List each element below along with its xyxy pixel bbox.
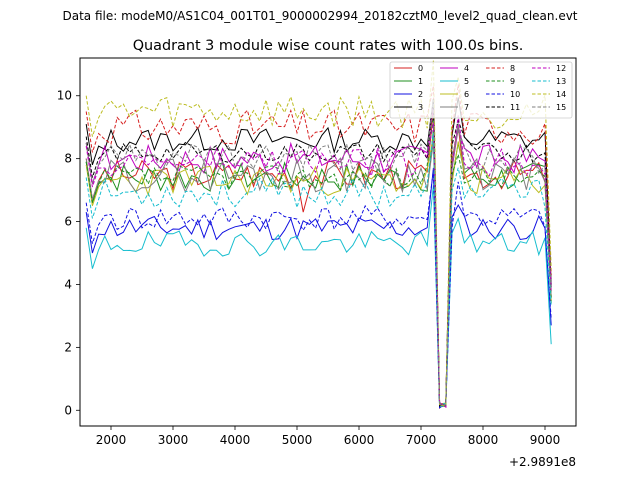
legend-label-10: 10 (510, 90, 520, 99)
x-tick-label: 7000 (406, 433, 437, 447)
x-tick-label: 4000 (220, 433, 251, 447)
legend-label-1: 1 (418, 77, 423, 86)
x-tick-label: 6000 (344, 433, 375, 447)
x-tick-label: 5000 (282, 433, 313, 447)
series-line-2 (85, 167, 552, 409)
legend-label-7: 7 (464, 103, 469, 112)
legend-label-6: 6 (464, 90, 469, 99)
y-tick-label: 2 (64, 340, 72, 354)
legend-label-5: 5 (464, 77, 469, 86)
series-line-6 (85, 136, 552, 405)
y-tick-label: 10 (57, 89, 72, 103)
legend-label-11: 11 (510, 103, 520, 112)
legend-label-3: 3 (418, 103, 423, 112)
x-tick-label: 2000 (96, 433, 127, 447)
y-tick-label: 6 (64, 215, 72, 229)
legend-label-2: 2 (418, 90, 423, 99)
x-axis: 2000 3000 4000 5000 6000 7000 8000 9000 (96, 426, 561, 447)
legend-label-9: 9 (510, 77, 515, 86)
chart-title: Quadrant 3 module wise count rates with … (133, 38, 524, 54)
y-tick-label: 8 (64, 152, 72, 166)
legend-label-13: 13 (556, 77, 566, 86)
y-axis: 0 2 4 6 8 10 (57, 89, 80, 417)
y-tick-label: 4 (64, 277, 72, 291)
series-line-15 (85, 100, 552, 406)
x-offset-label: +2.9891e8 (509, 455, 576, 469)
series-line-3 (85, 97, 552, 407)
legend-label-0: 0 (418, 64, 423, 73)
x-tick-label: 3000 (158, 433, 189, 447)
legend-label-15: 15 (556, 103, 566, 112)
series-layer (85, 59, 552, 410)
plot-area (79, 57, 577, 427)
series-line-5 (85, 184, 552, 408)
series-line-14 (85, 59, 552, 407)
legend-label-12: 12 (556, 64, 566, 73)
legend-label-8: 8 (510, 64, 515, 73)
series-line-11 (85, 98, 552, 407)
legend-label-14: 14 (556, 90, 566, 99)
figure-suptitle: Data file: modeM0/AS1C04_001T01_90000029… (62, 9, 577, 23)
series-line-8 (85, 84, 552, 405)
series-line-4 (85, 105, 552, 408)
series-line-7 (85, 123, 552, 407)
legend-frame (389, 61, 573, 119)
series-line-13 (85, 132, 552, 405)
x-tick-label: 9000 (530, 433, 561, 447)
series-line-9 (85, 115, 552, 408)
y-tick-label: 0 (64, 403, 72, 417)
x-tick-label: 8000 (468, 433, 499, 447)
legend-label-4: 4 (464, 64, 469, 73)
series-line-12 (85, 115, 552, 409)
